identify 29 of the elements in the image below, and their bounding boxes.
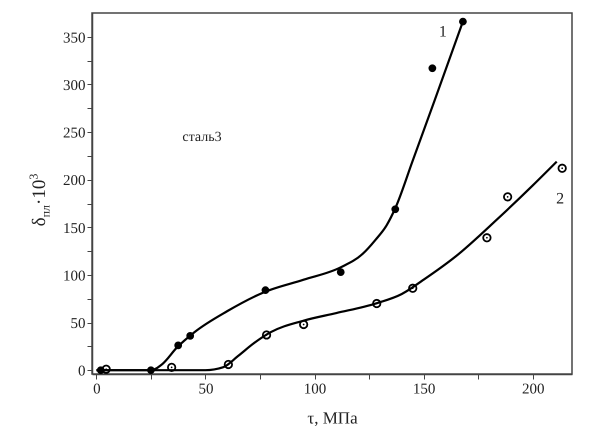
y-tick-label: 150 (63, 220, 86, 237)
point (558, 164, 567, 173)
x-tick-label: 100 (304, 382, 326, 398)
point (408, 284, 418, 293)
point (336, 268, 345, 276)
point (503, 192, 512, 202)
point (102, 364, 111, 374)
x-tick-label: 200 (522, 382, 544, 398)
y-tick-label: 250 (63, 126, 86, 142)
y-tick-label: 0 (78, 364, 86, 380)
point (299, 320, 308, 330)
point (167, 362, 176, 372)
y-tick-label: 350 (63, 30, 86, 46)
y-tick-label: 50 (70, 316, 86, 332)
y-tick-label: 200 (63, 173, 86, 190)
y-tick-label: 300 (63, 78, 86, 94)
x-tick-label: 0 (93, 382, 101, 398)
point (372, 298, 382, 308)
y-tick-label: 100 (63, 268, 86, 284)
point (262, 330, 272, 340)
annotation: сталь3 (182, 130, 222, 145)
x-axis-title: τ, МПа (307, 408, 358, 428)
series-label: 2 (556, 190, 564, 208)
x-tick-label: 150 (412, 382, 436, 398)
series-label: 1 (438, 24, 447, 41)
point (224, 360, 233, 370)
point (428, 64, 436, 72)
x-tick-label: 50 (198, 382, 214, 398)
point (482, 233, 492, 242)
